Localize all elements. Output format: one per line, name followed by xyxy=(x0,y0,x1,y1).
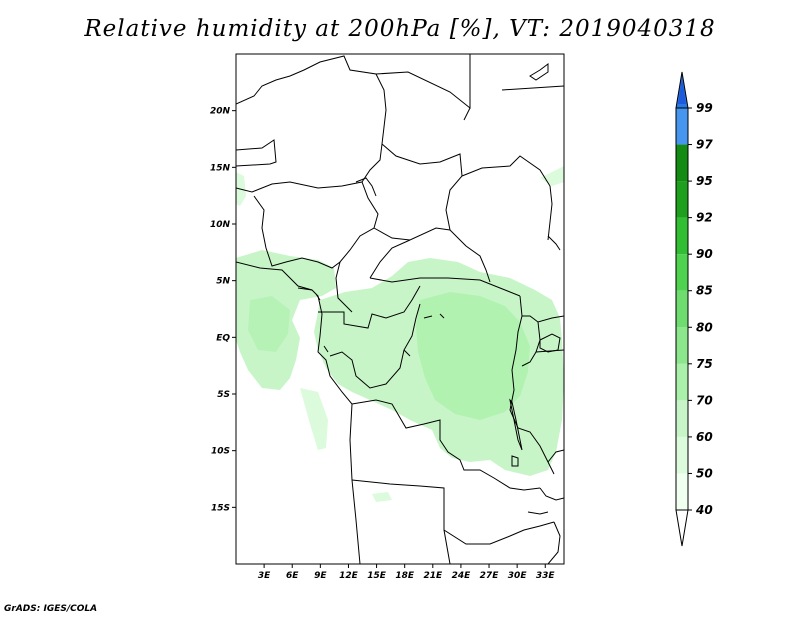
colorbar-segment xyxy=(676,473,688,510)
humidity-shading xyxy=(236,166,564,502)
map-title: Relative humidity at 200hPa [%], VT: 201… xyxy=(84,16,716,42)
humidity-region-sw-streak xyxy=(300,388,328,450)
colorbar-segment xyxy=(676,363,688,401)
longitude-axis: 3E 6E 9E 12E 15E 18E 21E 24E 27E 30E 33E xyxy=(258,564,556,581)
colorbar-segment xyxy=(676,181,688,218)
lon-tick-label: 18E xyxy=(395,571,415,581)
colorbar-segment xyxy=(676,254,688,291)
humidity-region-inner xyxy=(416,292,530,420)
colorbar-segment xyxy=(676,436,688,474)
lon-tick-label: 21E xyxy=(423,571,443,581)
lat-tick-label: 20N xyxy=(210,107,231,117)
lat-tick-label: 15S xyxy=(211,503,230,513)
colorbar-segment xyxy=(676,327,688,364)
country-boundaries xyxy=(236,54,564,564)
map-frame xyxy=(235,53,565,565)
humidity-region-south-patch xyxy=(372,492,392,502)
lat-tick-label: 5S xyxy=(217,390,230,400)
colorbar-segment xyxy=(676,108,688,145)
lat-tick-label: EQ xyxy=(216,333,230,343)
lon-tick-label: 24E xyxy=(452,571,472,581)
colorbar-label: 92 xyxy=(696,211,713,225)
grads-credit: GrADS: IGES/COLA xyxy=(4,604,98,614)
lon-tick-label: 15E xyxy=(367,571,387,581)
colorbar-label: 99 xyxy=(696,101,713,115)
lon-tick-label: 27E xyxy=(480,571,500,581)
colorbar-segment xyxy=(676,217,688,255)
colorbar-label: 50 xyxy=(696,466,713,480)
lat-tick-label: 10N xyxy=(210,220,231,230)
colorbar-label: 75 xyxy=(696,357,713,371)
colorbar-label: 60 xyxy=(696,430,713,444)
latitude-axis: 20N 15N 10N 5N EQ 5S 10S 15S xyxy=(210,107,236,513)
colorbar-bottom-arrow xyxy=(675,509,689,547)
lat-tick-label: 10S xyxy=(211,447,230,457)
colorbar-segment xyxy=(676,290,688,328)
colorbar-segment xyxy=(676,400,688,437)
lon-tick-label: 3E xyxy=(258,571,271,581)
colorbar-segment xyxy=(676,144,688,182)
colorbar-label: 95 xyxy=(696,174,713,188)
lon-tick-label: 12E xyxy=(339,571,359,581)
colorbar-label: 80 xyxy=(696,320,713,334)
lat-tick-label: 15N xyxy=(210,163,231,173)
colorbar-label: 97 xyxy=(696,138,713,152)
lon-tick-label: 30E xyxy=(508,571,528,581)
colorbar-label: 70 xyxy=(696,393,713,407)
colorbar-outline xyxy=(675,107,689,511)
colorbar-top-arrow-fill xyxy=(678,78,686,104)
colorbar: 40 50 60 70 75 80 85 90 92 95 97 99 xyxy=(675,71,713,547)
lon-tick-label: 6E xyxy=(286,571,299,581)
colorbar-label: 40 xyxy=(695,503,713,517)
colorbar-label: 90 xyxy=(696,247,713,261)
lat-tick-label: 5N xyxy=(216,277,230,287)
humidity-region-ne-patch xyxy=(540,166,564,186)
lon-tick-label: 9E xyxy=(314,571,327,581)
colorbar-label: 85 xyxy=(696,284,713,298)
humidity-region-inner-west xyxy=(248,296,290,352)
lon-tick-label: 33E xyxy=(536,571,556,581)
